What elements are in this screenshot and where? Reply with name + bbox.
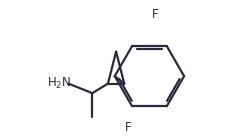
Text: F: F bbox=[125, 121, 132, 134]
Text: H$_2$N: H$_2$N bbox=[47, 76, 71, 91]
Text: F: F bbox=[152, 8, 158, 21]
